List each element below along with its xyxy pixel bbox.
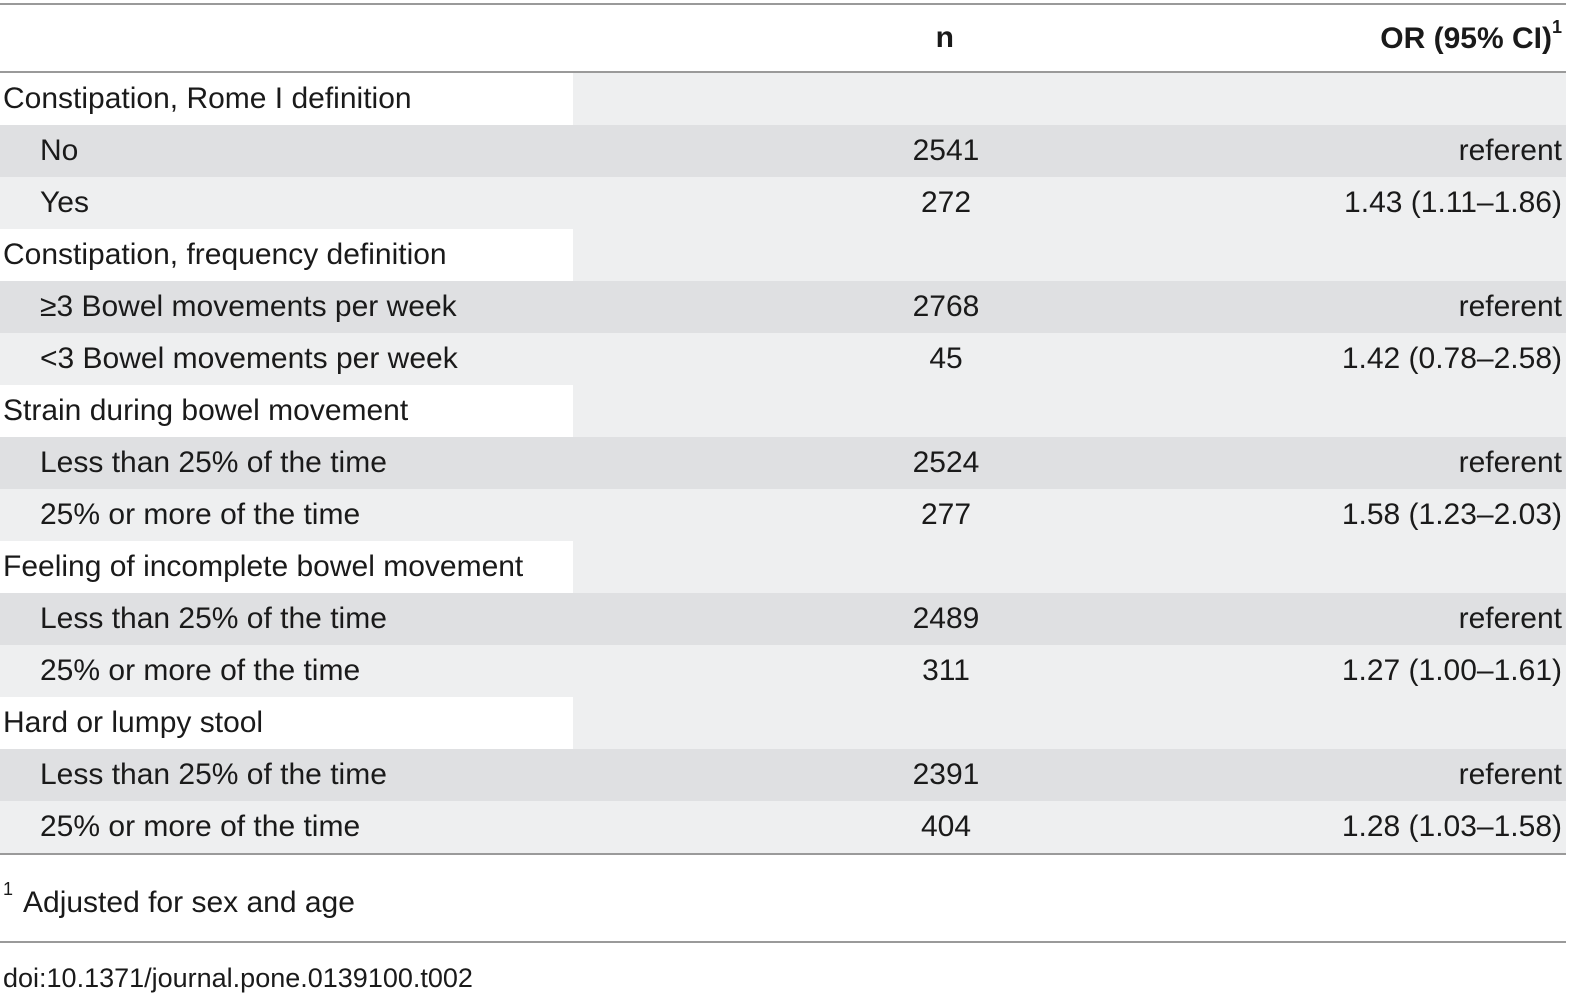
n-value-text: 2768: [912, 290, 980, 323]
header-n: n: [573, 5, 1319, 73]
n-value: 2768: [573, 281, 1319, 333]
table-row: 25% or more of the time 277 1.58 (1.23–2.0…: [0, 489, 1566, 541]
row-label: Less than 25% of the time: [0, 749, 573, 801]
or-value: [1319, 385, 1566, 437]
table-row: Less than 25% of the time 2391 referent: [0, 749, 1566, 801]
table-header-row: n OR (95% CI)1: [0, 5, 1566, 73]
row-label: Less than 25% of the time: [0, 593, 573, 645]
table-group-row: Strain during bowel movement: [0, 385, 1566, 437]
n-value-text: 2391: [912, 758, 980, 791]
table-row: <3 Bowel movements per week 45 1.42 (0.78–…: [0, 333, 1566, 385]
n-value-text: 2524: [912, 446, 980, 479]
n-value: 404: [573, 801, 1319, 853]
group-label: Strain during bowel movement: [0, 385, 573, 437]
group-label: Constipation, Rome I definition: [0, 72, 573, 125]
n-value: 2524: [573, 437, 1319, 489]
group-label: Hard or lumpy stool: [0, 697, 573, 749]
row-label: 25% or more of the time: [0, 489, 573, 541]
or-value: referent: [1319, 749, 1566, 801]
or-value: [1319, 541, 1566, 593]
row-label: 25% or more of the time: [0, 801, 573, 853]
or-value: 1.27 (1.00–1.61): [1319, 645, 1566, 697]
header-label-cell: [0, 5, 573, 73]
bottom-rule: [0, 853, 1566, 855]
n-value: 45: [573, 333, 1319, 385]
n-value: [573, 697, 1319, 749]
n-value: 2391: [573, 749, 1319, 801]
table-group-row: Feeling of incomplete bowel movement: [0, 541, 1566, 593]
n-value-text: 404: [920, 810, 972, 843]
footnote-marker: 1: [3, 879, 14, 899]
table-group-row: Hard or lumpy stool: [0, 697, 1566, 749]
row-label: ≥3 Bowel movements per week: [0, 281, 573, 333]
header-or-text: OR (95% CI): [1380, 21, 1552, 55]
or-value: 1.58 (1.23–2.03): [1319, 489, 1566, 541]
table-row: ≥3 Bowel movements per week 2768 referent: [0, 281, 1566, 333]
n-value-text: 277: [920, 498, 972, 531]
doi-text: doi:10.1371/journal.pone.0139100.t002: [3, 963, 473, 993]
row-label: <3 Bowel movements per week: [0, 333, 573, 385]
row-label: Less than 25% of the time: [0, 437, 573, 489]
header-or-footnote-marker: 1: [1551, 16, 1562, 37]
n-value-text: 2489: [912, 602, 980, 635]
top-rule: [0, 3, 1566, 5]
or-value: referent: [1319, 437, 1566, 489]
row-label: No: [0, 125, 573, 177]
odds-ratio-table: n OR (95% CI)1 Constipation, Rome I defi…: [0, 5, 1566, 853]
row-label: 25% or more of the time: [0, 645, 573, 697]
table-body: Constipation, Rome I definition No 2541 ref…: [0, 72, 1566, 853]
n-value: [573, 72, 1319, 125]
n-value-text: 272: [920, 186, 972, 219]
or-value: 1.28 (1.03–1.58): [1319, 801, 1566, 853]
n-value: 2489: [573, 593, 1319, 645]
table-row: Less than 25% of the time 2489 referent: [0, 593, 1566, 645]
group-label: Feeling of incomplete bowel movement: [0, 541, 573, 593]
table-row: Yes 272 1.43 (1.11–1.86): [0, 177, 1566, 229]
n-value: [573, 385, 1319, 437]
group-label: Constipation, frequency definition: [0, 229, 573, 281]
or-value: 1.43 (1.11–1.86): [1319, 177, 1566, 229]
or-value: [1319, 229, 1566, 281]
header-n-text: n: [935, 21, 954, 54]
table-group-row: Constipation, Rome I definition: [0, 72, 1566, 125]
n-value: [573, 541, 1319, 593]
n-value: 277: [573, 489, 1319, 541]
table-row: 25% or more of the time 311 1.27 (1.00–1.6…: [0, 645, 1566, 697]
or-value: referent: [1319, 281, 1566, 333]
footnote-text: Adjusted for sex and age: [23, 886, 355, 919]
or-value: 1.42 (0.78–2.58): [1319, 333, 1566, 385]
row-label: Yes: [0, 177, 573, 229]
table-row: Less than 25% of the time 2524 referent: [0, 437, 1566, 489]
n-value-text: 311: [922, 654, 970, 687]
header-or: OR (95% CI)1: [1319, 5, 1566, 73]
or-value: referent: [1319, 125, 1566, 177]
or-value: referent: [1319, 593, 1566, 645]
n-value: 311: [573, 645, 1319, 697]
n-value-text: 2541: [912, 134, 980, 167]
table-row: No 2541 referent: [0, 125, 1566, 177]
table-row: 25% or more of the time 404 1.28 (1.03–1.5…: [0, 801, 1566, 853]
footnote-rule: [0, 941, 1566, 943]
n-value: [573, 229, 1319, 281]
n-value: 2541: [573, 125, 1319, 177]
n-value-text: 45: [929, 342, 963, 375]
results-table-wrapper: n OR (95% CI)1 Constipation, Rome I defi…: [0, 3, 1566, 855]
table-group-row: Constipation, frequency definition: [0, 229, 1566, 281]
table-footnote: 1 Adjusted for sex and age: [3, 879, 355, 920]
n-value: 272: [573, 177, 1319, 229]
or-value: [1319, 697, 1566, 749]
or-value: [1319, 72, 1566, 125]
